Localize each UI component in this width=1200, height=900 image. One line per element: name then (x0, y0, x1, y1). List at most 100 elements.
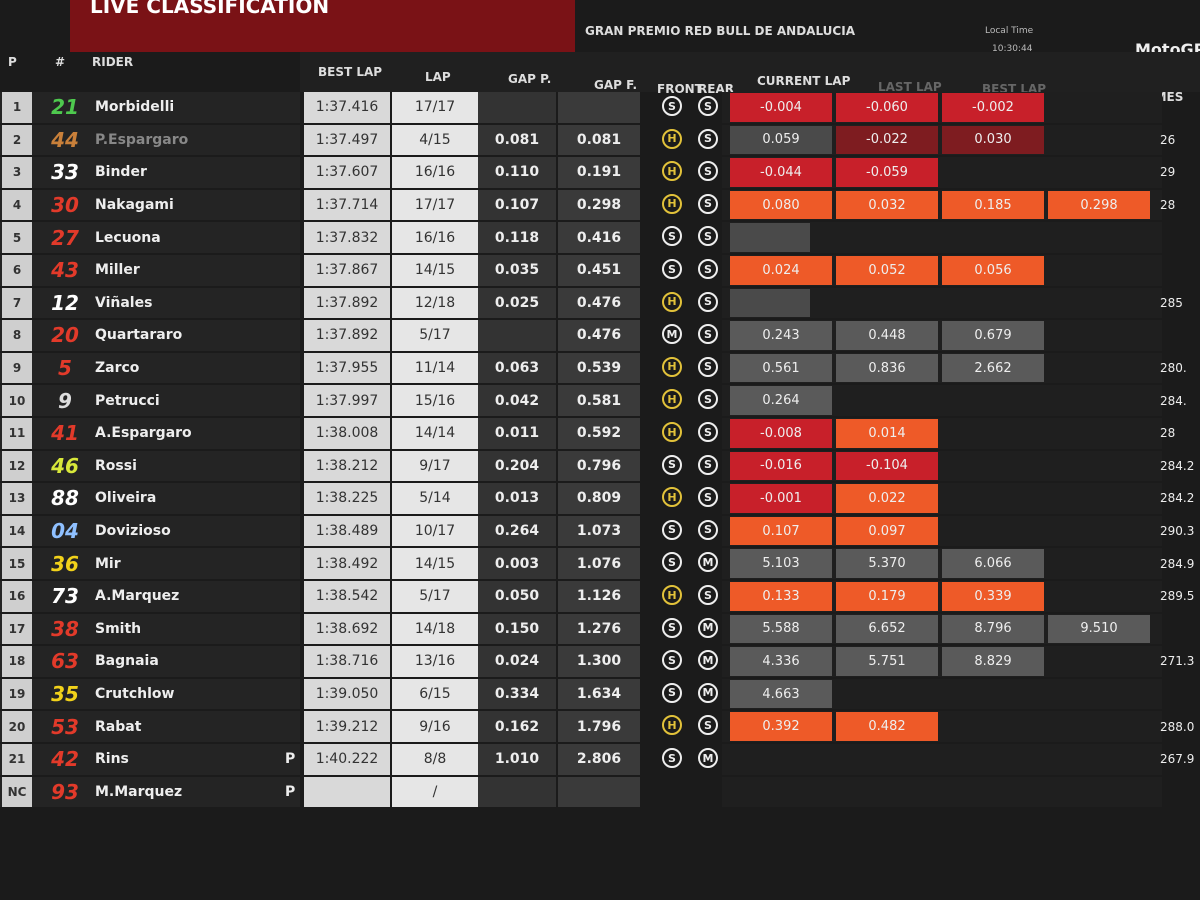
pit-flag: P (285, 751, 296, 768)
speed: 285 (1160, 295, 1183, 310)
gap-f-bg (558, 711, 640, 742)
speed: 29 (1160, 165, 1176, 180)
split-time: 0.052 (836, 256, 938, 285)
rear-tyre: S (698, 161, 718, 182)
best-lap: 1:37.955 (315, 360, 379, 377)
position: 7 (2, 287, 32, 319)
rider-number: 44 (51, 127, 79, 152)
row-bg (0, 678, 300, 710)
rear-tyre: S (698, 259, 718, 279)
gap-f: 0.416 (576, 229, 622, 246)
rear-tyre: S (698, 389, 718, 410)
gap-p-bg (478, 515, 556, 547)
rear-tyre: M (698, 682, 718, 703)
front-tyre: H (662, 487, 682, 508)
gap-f-bg (558, 483, 640, 514)
lap-count: 14/15 (392, 548, 478, 579)
split-time: 0.264 (730, 386, 832, 415)
gap-p-bg (478, 581, 556, 612)
position: 1 (2, 92, 32, 123)
title: LIVE CLASSIFICATION (90, 0, 330, 18)
rider-number: 04 (51, 519, 79, 544)
best-lap-bg (304, 320, 390, 351)
split-time: 0.080 (730, 190, 832, 220)
front-tyre: H (662, 161, 682, 182)
rear-tyre: M (698, 748, 718, 768)
lap-count: 11/14 (392, 352, 478, 384)
position: 9 (2, 352, 32, 384)
rider-number: 21 (51, 95, 79, 120)
position: 2 (2, 124, 32, 156)
gap-p-bg (478, 646, 556, 677)
rear-tyre: S (698, 585, 718, 605)
rider-name: Binder (95, 164, 147, 181)
gap-p: 0.042 (494, 392, 540, 409)
best-lap: 1:40.222 (315, 751, 379, 768)
rider-name: Bagnaia (95, 653, 159, 670)
best-lap: 1:37.892 (315, 327, 379, 344)
split-time: 0.392 (730, 712, 832, 741)
gap-f: 1.126 (576, 588, 622, 605)
gap-f: 0.476 (576, 327, 622, 344)
gap-f-bg (558, 385, 640, 416)
rear-tyre: S (698, 356, 718, 377)
gap-p-bg (478, 320, 556, 351)
rider-number: 46 (51, 453, 79, 478)
rider-number: 38 (51, 616, 79, 641)
rider-number: 9 (58, 388, 72, 413)
gap-f: 1.634 (576, 686, 622, 703)
position: 19 (2, 678, 32, 710)
split-time: 4.663 (730, 679, 832, 709)
position: 8 (2, 320, 32, 351)
rider-number: 53 (51, 714, 79, 739)
best-lap-bg (304, 646, 390, 677)
gap-f-bg (558, 189, 640, 221)
gap-p-bg (478, 385, 556, 416)
gap-p-bg (478, 157, 556, 188)
column-header: RIDER (92, 55, 134, 69)
best-lap: 1:38.489 (315, 523, 379, 540)
best-lap-bg (304, 124, 390, 156)
best-lap: 1:37.867 (315, 262, 379, 279)
gap-f-bg (558, 450, 640, 482)
split-time: 0.448 (836, 321, 938, 350)
split-time: -0.059 (836, 158, 938, 187)
best-lap: 1:38.212 (315, 457, 379, 474)
rider-name: Petrucci (95, 392, 160, 409)
best-lap: 1:37.832 (315, 229, 379, 246)
gap-f: 0.298 (576, 197, 622, 214)
gap-f-bg (558, 222, 640, 253)
best-lap-bg (304, 483, 390, 514)
rear-tyre: S (698, 487, 718, 508)
row-bg (0, 189, 300, 221)
lap-count: 17/17 (392, 189, 478, 221)
best-lap: 1:38.008 (315, 425, 379, 442)
rider-name: Dovizioso (95, 523, 171, 540)
rider-number: 35 (51, 682, 79, 707)
best-lap-bg (304, 189, 390, 221)
best-lap-bg (304, 515, 390, 547)
split-time: 0.056 (942, 256, 1044, 285)
front-tyre: H (662, 356, 682, 377)
split-time: 5.103 (730, 549, 832, 578)
split-time: 0.679 (942, 321, 1044, 350)
gap-p-bg (478, 418, 556, 449)
position: 4 (2, 189, 32, 221)
gap-f: 0.809 (576, 490, 622, 507)
split-time: 0.107 (730, 516, 832, 546)
rear-tyre: S (698, 128, 718, 149)
split-time: 0.179 (836, 582, 938, 611)
front-tyre: S (662, 259, 682, 279)
front-tyre: S (662, 552, 682, 573)
position: NC (2, 776, 32, 808)
gap-f-bg (558, 287, 640, 319)
speed: 28 (1160, 426, 1176, 441)
column-header: LAP (425, 70, 451, 84)
front-tyre: H (662, 585, 682, 605)
rider-number: 27 (51, 225, 79, 250)
local-time: 10:30:44 (992, 44, 1033, 54)
rear-tyre: S (698, 715, 718, 736)
split-time: 2.662 (942, 353, 1044, 383)
rear-tyre: S (698, 422, 718, 442)
best-lap-bg (304, 711, 390, 742)
